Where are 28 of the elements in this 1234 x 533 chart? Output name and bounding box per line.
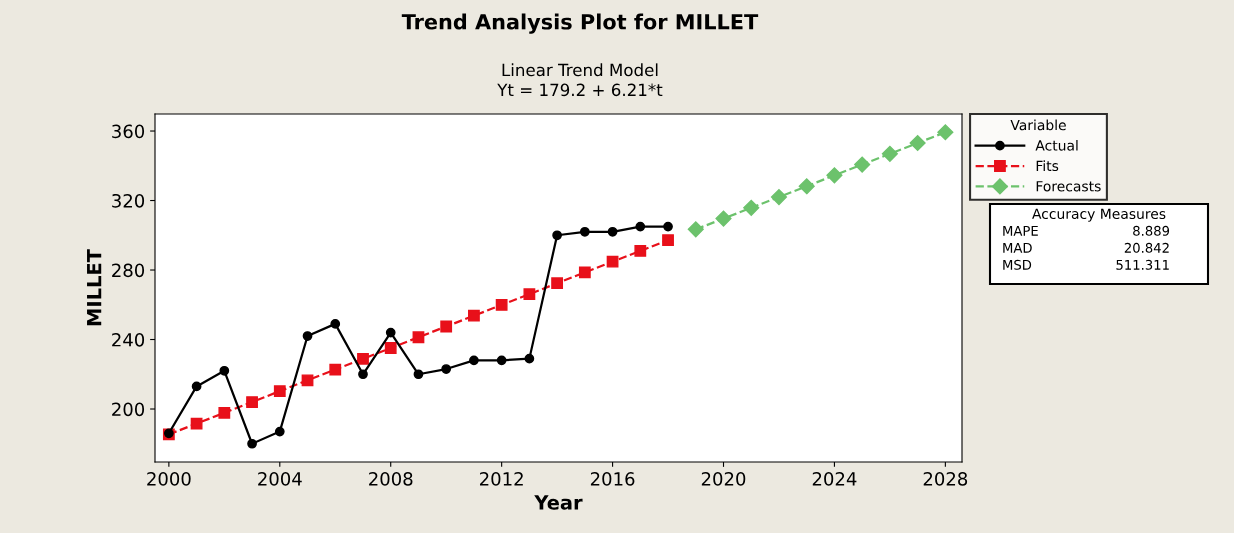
chart-title: Trend Analysis Plot for MILLET xyxy=(401,13,759,34)
x-tick-label: 2004 xyxy=(258,472,302,486)
y-axis-title: MILLET xyxy=(87,249,102,326)
chart-subtitle: Linear Trend Model Yt = 179.2 + 6.21*t xyxy=(497,63,663,97)
y-tick-label: 360 xyxy=(112,124,145,139)
y-tick-label: 280 xyxy=(112,263,145,278)
x-tick-label: 2024 xyxy=(812,472,857,486)
legend-label: Fits xyxy=(1036,160,1059,172)
y-tick-label: 320 xyxy=(112,193,145,208)
x-tick-label: 2028 xyxy=(923,472,968,486)
legend-label: Actual xyxy=(1035,139,1078,151)
y-tick-label: 200 xyxy=(112,402,145,417)
x-tick-label: 2016 xyxy=(590,472,635,486)
legend-label: Forecasts xyxy=(1036,181,1101,192)
text: 8.889 xyxy=(1133,225,1170,236)
text: MSD xyxy=(1003,259,1032,270)
text: Accuracy Measures xyxy=(1032,208,1166,222)
x-tick-label: 2008 xyxy=(369,472,413,486)
text: MAPE xyxy=(1003,226,1038,236)
y-tick-label: 240 xyxy=(112,332,145,347)
x-tick-label: 2012 xyxy=(480,472,523,486)
x-tick-label: 2020 xyxy=(701,472,746,486)
legend-title: Variable xyxy=(1010,119,1066,131)
text: MAD xyxy=(1003,243,1032,253)
x-tick-label: 2000 xyxy=(147,472,191,486)
text: 511.311 xyxy=(1116,259,1169,270)
x-axis-title: Year xyxy=(534,495,583,510)
text: 20.842 xyxy=(1124,242,1169,253)
